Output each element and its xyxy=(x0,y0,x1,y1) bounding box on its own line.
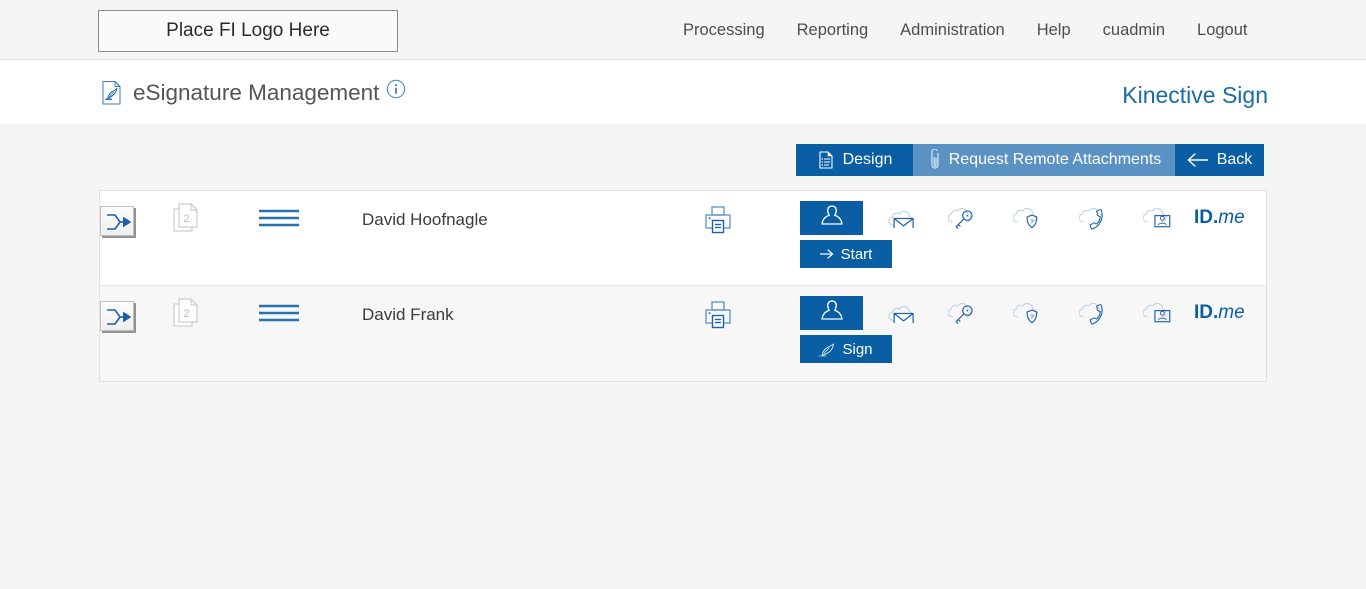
svg-text:2: 2 xyxy=(183,308,189,320)
svg-text:?: ? xyxy=(1030,218,1034,225)
svg-text:?: ? xyxy=(1030,313,1034,320)
svg-text:2: 2 xyxy=(183,213,189,225)
